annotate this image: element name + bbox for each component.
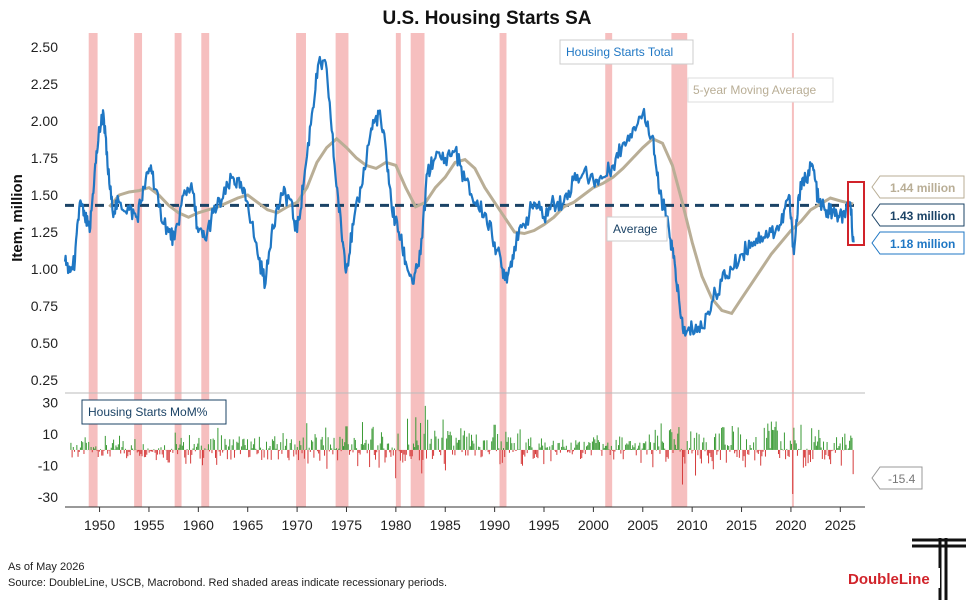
mom-last-value: -15.4 — [888, 472, 916, 486]
recession-band-1 — [134, 33, 143, 507]
chart-title: U.S. Housing Starts SA — [382, 8, 591, 29]
x-tick-1950: 1950 — [84, 517, 115, 533]
total-value-callout — [871, 231, 965, 255]
total-series-label-box — [559, 39, 694, 65]
x-tick-1960: 1960 — [183, 517, 214, 533]
mom-y-tick--30: -30 — [38, 489, 58, 505]
ma-series-label-box — [687, 77, 834, 103]
y-tick-0.50: 0.50 — [31, 335, 58, 351]
latest-value-highlight — [847, 181, 865, 246]
y-tick-1.50: 1.50 — [31, 187, 58, 203]
recession-band-4 — [296, 33, 306, 507]
x-tick-1975: 1975 — [331, 517, 362, 533]
y-tick-2.25: 2.25 — [31, 76, 58, 92]
x-tick-1990: 1990 — [479, 517, 510, 533]
recession-band-11 — [791, 33, 794, 507]
logo-text: DoubleLine — [848, 571, 930, 588]
y-tick-1.00: 1.00 — [31, 261, 58, 277]
as-of-text: As of May 2026 — [8, 561, 84, 573]
avg-value-callout — [871, 203, 965, 227]
x-tick-2005: 2005 — [627, 517, 658, 533]
recession-band-6 — [395, 33, 401, 507]
x-tick-2000: 2000 — [578, 517, 609, 533]
x-tick-2025: 2025 — [825, 517, 856, 533]
x-tick-1965: 1965 — [232, 517, 263, 533]
average-label: Average — [613, 222, 658, 236]
x-tick-1985: 1985 — [430, 517, 461, 533]
recession-band-10 — [671, 33, 688, 507]
y-tick-2.00: 2.00 — [31, 113, 58, 129]
mom-y-tick-30: 30 — [42, 395, 58, 411]
recession-band-7 — [410, 33, 425, 507]
x-tick-2015: 2015 — [726, 517, 757, 533]
mom-y-tick--10: -10 — [38, 458, 58, 474]
mom-label: Housing Starts MoM% — [88, 405, 208, 419]
mom-y-tick-10: 10 — [42, 426, 58, 442]
x-tick-2010: 2010 — [677, 517, 708, 533]
recession-band-3 — [201, 33, 210, 507]
x-tick-1970: 1970 — [282, 517, 313, 533]
x-tick-1955: 1955 — [133, 517, 164, 533]
recession-band-2 — [174, 33, 182, 507]
mom-bars — [70, 405, 854, 494]
y-tick-2.50: 2.50 — [31, 39, 58, 55]
mom-label-box — [81, 399, 227, 425]
x-tick-2020: 2020 — [775, 517, 806, 533]
y-tick-labels: 2.50 2.25 2.00 1.75 1.50 1.25 1.00 0.75 0.50 0.25… — [31, 39, 58, 505]
recession-band-9 — [605, 33, 613, 507]
moving-average-line — [108, 136, 854, 316]
series-lines — [63, 55, 856, 337]
total-series-label: Housing Starts Total — [566, 45, 673, 59]
housing-starts-total-line — [63, 55, 855, 337]
total-value: 1.18 million — [890, 237, 955, 251]
x-tick-1995: 1995 — [528, 517, 559, 533]
ma-value: 1.44 million — [890, 181, 955, 195]
x-tick-labels: 1950 1955 1960 1965 1970 1975 1980 1985 1990 1995… — [84, 507, 856, 533]
average-label-box — [606, 216, 668, 242]
doubleline-logo: DoubleLine — [848, 538, 966, 600]
source-text: Source: DoubleLine, USCB, Macrobond. Red… — [8, 577, 447, 589]
y-tick-0.25: 0.25 — [31, 372, 58, 388]
ma-series-label: 5-year Moving Average — [693, 83, 817, 97]
mom-last-value-callout — [871, 466, 923, 490]
y-tick-1.25: 1.25 — [31, 224, 58, 240]
recession-band-5 — [335, 33, 349, 507]
ma-value-callout — [871, 175, 965, 199]
y-tick-0.75: 0.75 — [31, 298, 58, 314]
x-tick-1980: 1980 — [380, 517, 411, 533]
avg-value: 1.43 million — [890, 209, 955, 223]
y-tick-1.75: 1.75 — [31, 150, 58, 166]
y-axis-label: Item, million — [9, 174, 26, 262]
recession-band-0 — [88, 33, 98, 507]
